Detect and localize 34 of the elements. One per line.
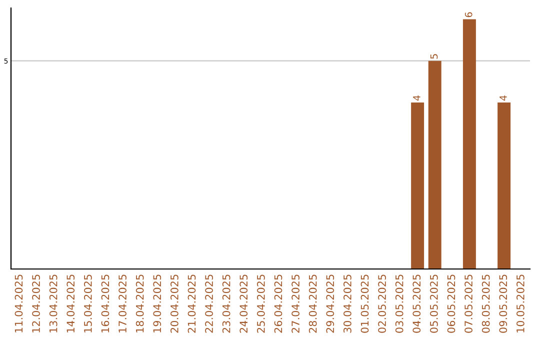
x-tick-label: 16.04.2025 [101, 274, 110, 332]
x-tick-label: 10.05.2025 [516, 274, 524, 332]
x-tick-label: 18.04.2025 [136, 274, 144, 332]
x-tick-label: 29.04.2025 [326, 274, 334, 333]
x-tick-label: 28.04.2025 [308, 274, 317, 333]
x-tick-label: 25.04.2025 [256, 274, 265, 333]
x-tick-label: 23.04.2025 [222, 274, 230, 333]
x-tick-label: 12.04.2025 [32, 274, 40, 332]
x-tick-label: 21.04.2025 [188, 274, 196, 333]
x-tick-label: 02.05.2025 [378, 274, 386, 333]
data-label: 6 [464, 12, 472, 18]
x-tick-label: 15.04.2025 [84, 274, 92, 332]
x-tick-label: 07.05.2025 [464, 274, 472, 333]
x-tick-label: 24.04.2025 [240, 274, 248, 333]
data-label: 4 [500, 95, 507, 101]
x-tick-label: 06.05.2025 [447, 274, 456, 333]
data-label: 5 [430, 54, 438, 59]
x-tick-label: 13.04.2025 [49, 274, 58, 332]
x-tick-label: 19.04.2025 [153, 274, 162, 332]
x-tick-label: 04.05.2025 [412, 274, 421, 333]
x-tick-label: 26.04.2025 [274, 274, 282, 333]
x-tick-label: 03.05.2025 [395, 274, 404, 333]
x-tick-label: 01.05.2025 [360, 274, 369, 333]
x-tick-label: 27.04.2025 [292, 274, 300, 333]
x-tick-label: 14.04.2025 [66, 274, 75, 332]
x-tick-label: 09.05.2025 [499, 274, 508, 333]
x-tick-label: 30.04.2025 [343, 274, 352, 333]
x-tick-label: 22.04.2025 [205, 274, 213, 333]
x-tick-label: 17.04.2025 [118, 274, 126, 332]
data-label: 4 [413, 95, 420, 101]
x-tick-label: 11.04.2025 [14, 274, 23, 332]
x-tick-label: 08.05.2025 [482, 274, 490, 333]
x-tick-label: 20.04.2025 [170, 274, 178, 333]
x-tick-label: 05.05.2025 [430, 274, 438, 333]
